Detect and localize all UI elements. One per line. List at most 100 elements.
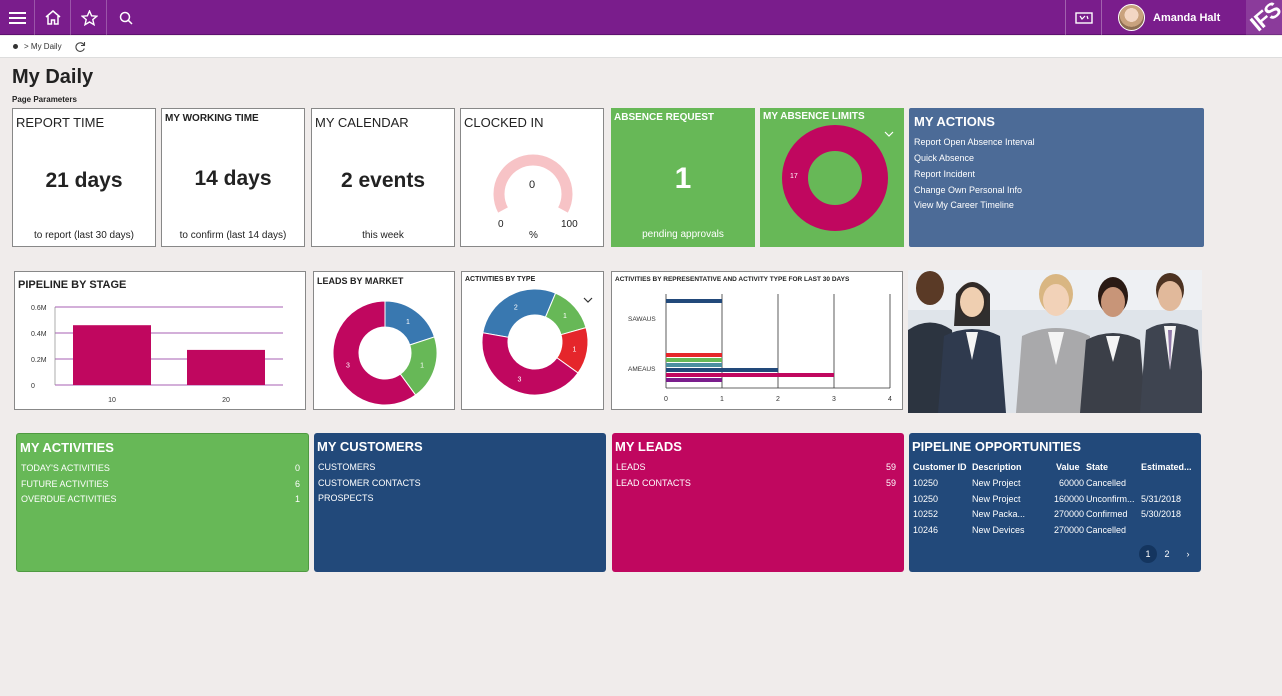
absence-limits-tile[interactable]: MY ABSENCE LIMITS 17 — [760, 108, 904, 247]
leads-link[interactable]: LEADS — [616, 462, 646, 472]
bar[interactable] — [73, 325, 151, 385]
x-tick-label: 20 — [222, 397, 230, 404]
lead-contacts-count: 59 — [885, 478, 896, 488]
star-icon — [80, 9, 98, 26]
gauge-min: 0 — [498, 219, 504, 230]
category-label: AMEAUS — [628, 366, 656, 373]
donut-slice[interactable] — [332, 300, 417, 406]
column-header[interactable]: Estimated... — [1141, 462, 1192, 472]
action-link[interactable]: Report Incident — [914, 169, 976, 179]
ticket-button[interactable] — [1066, 0, 1102, 35]
category-label: SAWAUS — [628, 316, 656, 323]
leads-count: 59 — [885, 462, 896, 472]
activities-link-future[interactable]: FUTURE ACTIVITIES — [21, 479, 109, 489]
y-tick-label: 0 — [31, 383, 35, 390]
working-time-tile[interactable]: MY WORKING TIME 14 days to confirm (last… — [161, 108, 305, 247]
slice-label: 3 — [346, 363, 350, 370]
cell: 160000 — [1054, 494, 1085, 504]
breadcrumb-root-icon[interactable] — [13, 44, 18, 49]
lead-contacts-link[interactable]: LEAD CONTACTS — [616, 478, 691, 488]
ifs-logo: IFS — [1246, 0, 1282, 35]
bar[interactable] — [187, 349, 265, 385]
refresh-icon[interactable] — [74, 41, 86, 53]
cell: 10252 — [913, 509, 939, 519]
customer-contacts-link[interactable]: CUSTOMER CONTACTS — [318, 478, 421, 488]
leads-donut-chart: 1 1 3 — [332, 300, 438, 406]
pipeline-by-stage-tile[interactable]: PIPELINE BY STAGE 0 0.2M 0.4M 0.6M 10 20 — [14, 271, 306, 410]
user-menu[interactable]: Amanda Halt — [1118, 4, 1220, 31]
tile-title: REPORT TIME — [16, 115, 105, 130]
pipeline-opportunities-tile: PIPELINE OPPORTUNITIES Customer ID Descr… — [909, 433, 1201, 572]
tile-title: ACTIVITIES BY REPRESENTATIVE AND ACTIVIT… — [615, 276, 850, 283]
my-leads-tile: MY LEADS LEADS 59 LEAD CONTACTS 59 — [612, 433, 904, 572]
x-tick-label: 3 — [832, 396, 836, 403]
donut-slice[interactable] — [481, 332, 579, 396]
menu-icon — [8, 11, 26, 24]
user-name: Amanda Halt — [1153, 11, 1221, 24]
tile-subtitle: to report (last 30 days) — [33, 230, 135, 241]
breadcrumb: > My Daily — [0, 36, 1282, 58]
donut-label: 17 — [790, 173, 798, 180]
action-link[interactable]: Change Own Personal Info — [914, 185, 1023, 195]
slice-label: 1 — [406, 319, 410, 326]
action-link[interactable]: Report Open Absence Interval — [914, 137, 1035, 147]
leads-by-market-tile[interactable]: LEADS BY MARKET 1 1 3 — [313, 271, 455, 410]
cell: 60000 — [1058, 478, 1084, 488]
slice-label: 1 — [420, 363, 424, 370]
activities-link-today[interactable]: TODAY'S ACTIVITIES — [21, 463, 110, 473]
column-header[interactable]: Value — [1056, 462, 1080, 472]
chevron-down-icon[interactable] — [884, 130, 894, 138]
tile-title: CLOCKED IN — [464, 115, 544, 130]
bar[interactable] — [666, 358, 722, 362]
home-icon — [45, 10, 61, 25]
donut-slice[interactable] — [482, 288, 557, 338]
breadcrumb-current[interactable]: My Daily — [30, 42, 62, 51]
cell: New Project — [972, 494, 1021, 504]
gauge-track — [493, 154, 573, 213]
x-tick-label: 10 — [108, 397, 116, 404]
page-2-button[interactable]: 2 — [1164, 549, 1170, 559]
bar[interactable] — [666, 378, 722, 382]
separator — [1065, 0, 1066, 35]
tile-title: MY WORKING TIME — [165, 113, 259, 124]
column-header[interactable]: Description — [972, 462, 1022, 472]
column-header[interactable]: Customer ID — [913, 462, 967, 472]
calendar-tile[interactable]: MY CALENDAR 2 events this week — [311, 108, 455, 247]
bar[interactable] — [666, 353, 722, 357]
absence-limits-donut — [782, 125, 888, 231]
menu-button[interactable] — [0, 0, 35, 35]
cell: 10250 — [913, 478, 939, 488]
customers-link[interactable]: CUSTOMERS — [318, 462, 376, 472]
action-link[interactable]: Quick Absence — [914, 153, 975, 163]
absence-request-tile[interactable]: ABSENCE REQUEST 1 pending approvals — [611, 108, 755, 247]
home-button[interactable] — [36, 0, 71, 35]
search-button[interactable] — [108, 0, 143, 35]
next-page-button[interactable]: › — [1186, 549, 1190, 559]
page-1-button[interactable]: 1 — [1139, 545, 1157, 563]
avatar — [1118, 4, 1145, 31]
column-header[interactable]: State — [1086, 462, 1109, 472]
activities-by-type-tile[interactable]: ACTIVITIES BY TYPE 2 1 1 3 — [461, 271, 604, 410]
favorites-button[interactable] — [72, 0, 107, 35]
activities-link-overdue[interactable]: OVERDUE ACTIVITIES — [21, 494, 117, 504]
action-link[interactable]: View My Career Timeline — [914, 200, 1014, 210]
clocked-in-tile[interactable]: CLOCKED IN 0 0 100 % — [460, 108, 604, 247]
tile-title: MY ABSENCE LIMITS — [763, 111, 865, 122]
report-time-tile[interactable]: REPORT TIME 21 days to report (last 30 d… — [12, 108, 156, 247]
x-tick-label: 1 — [720, 396, 724, 403]
cell: 270000 — [1054, 525, 1085, 535]
slice-label: 1 — [563, 313, 567, 320]
activities-by-rep-tile[interactable]: ACTIVITIES BY REPRESENTATIVE AND ACTIVIT… — [611, 271, 903, 410]
page-parameters[interactable]: Page Parameters — [12, 95, 77, 104]
cell: New Packa... — [972, 509, 1026, 519]
bar[interactable] — [666, 368, 778, 372]
tile-title: ACTIVITIES BY TYPE — [465, 276, 536, 283]
bar[interactable] — [666, 299, 722, 303]
prospects-link[interactable]: PROSPECTS — [318, 493, 374, 503]
bar[interactable] — [666, 363, 722, 367]
cell: 5/31/2018 — [1141, 494, 1182, 504]
tile-title: MY ACTIVITIES — [20, 440, 114, 455]
cell: Cancelled — [1086, 478, 1127, 488]
chevron-down-icon[interactable] — [583, 296, 593, 304]
bar[interactable] — [666, 373, 834, 377]
